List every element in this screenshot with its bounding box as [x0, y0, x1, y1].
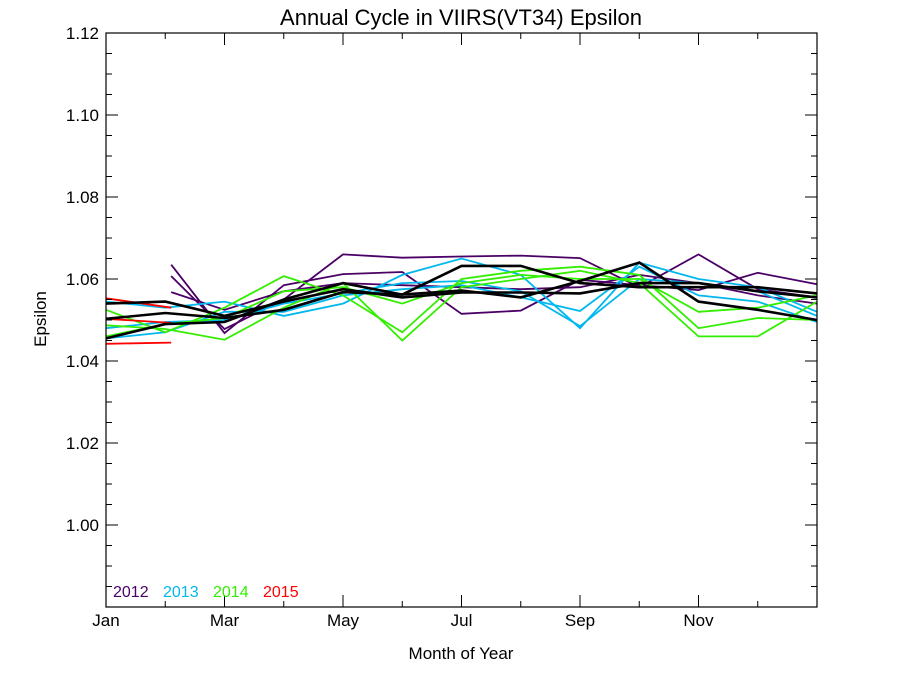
series-line-mean-12 [105, 281, 818, 318]
y-tick-label: 1.04 [66, 352, 99, 371]
series-line-2013-4 [105, 265, 818, 340]
series-line-2014-7 [105, 265, 818, 334]
y-tick-label: 1.00 [66, 516, 99, 535]
x-tick-label: Nov [683, 611, 714, 630]
legend: 2012 2013 2014 2015 [113, 584, 299, 601]
series-layer [105, 253, 818, 345]
y-tick-label: 1.10 [66, 106, 99, 125]
series-line-mean-13 [105, 264, 818, 321]
y-axis: 1.00 1.02 1.04 1.06 1.08 1.10 1.12 [66, 24, 817, 587]
legend-item-2015: 2015 [263, 584, 299, 601]
series-line-2014-6 [105, 269, 818, 342]
y-tick-label: 1.06 [66, 270, 99, 289]
legend-item-2014: 2014 [213, 584, 249, 601]
series-line-2013-3 [105, 257, 818, 330]
x-axis-label: Month of Year [409, 644, 514, 663]
y-tick-label: 1.08 [66, 188, 99, 207]
x-tick-label: Sep [565, 611, 595, 630]
y-tick-label: 1.12 [66, 24, 99, 43]
x-tick-label: Jul [451, 611, 473, 630]
y-axis-label: Epsilon [31, 291, 50, 347]
series-line-mean-14 [105, 261, 818, 340]
chart-title: Annual Cycle in VIIRS(VT34) Epsilon [280, 5, 642, 30]
x-tick-label: Mar [210, 611, 240, 630]
series-line-2015-10 [105, 317, 172, 324]
legend-item-2012: 2012 [113, 584, 149, 601]
x-tick-label: Jan [92, 611, 119, 630]
y-tick-label: 1.02 [66, 434, 99, 453]
x-axis: Jan Mar May Jul Sep Nov [92, 33, 759, 630]
series-line-2015-11 [105, 341, 172, 345]
legend-item-2013: 2013 [163, 584, 199, 601]
x-tick-label: May [327, 611, 360, 630]
